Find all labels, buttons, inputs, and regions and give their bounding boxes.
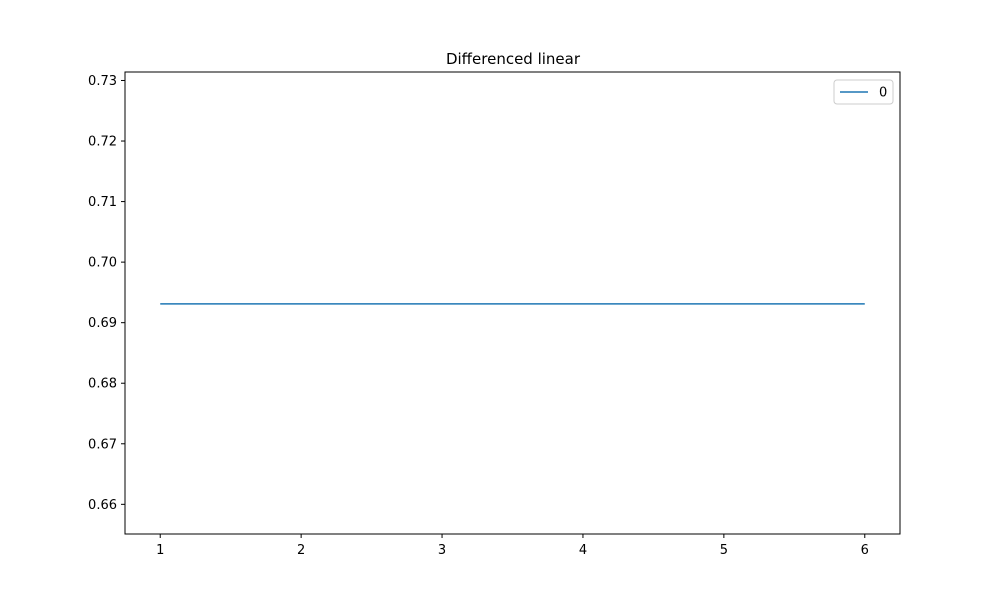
legend: 0 xyxy=(833,79,894,105)
y-tick-label: 0.66 xyxy=(88,498,117,513)
x-tick-label: 4 xyxy=(579,543,587,558)
y-tick-label: 0.68 xyxy=(88,377,117,392)
y-tick-label: 0.71 xyxy=(88,195,117,210)
x-tick-label: 1 xyxy=(156,543,164,558)
y-tick-label: 0.69 xyxy=(88,316,117,331)
legend-label: 0 xyxy=(879,86,887,101)
y-tick-label: 0.73 xyxy=(88,74,117,89)
x-tick-label: 2 xyxy=(297,543,305,558)
y-tick-label: 0.67 xyxy=(88,437,117,452)
x-tick-label: 3 xyxy=(438,543,446,558)
x-axis: 1 2 3 4 5 6 xyxy=(156,534,869,558)
y-tick-label: 0.70 xyxy=(88,256,117,271)
x-tick-label: 5 xyxy=(720,543,728,558)
y-axis: 0.66 0.67 0.68 0.69 0.70 0.71 0.72 0.73 xyxy=(88,74,125,513)
y-tick-label: 0.72 xyxy=(88,135,117,150)
axes-frame xyxy=(124,71,901,535)
x-tick-label: 6 xyxy=(861,543,869,558)
chart-title: Differenced linear xyxy=(446,50,581,68)
